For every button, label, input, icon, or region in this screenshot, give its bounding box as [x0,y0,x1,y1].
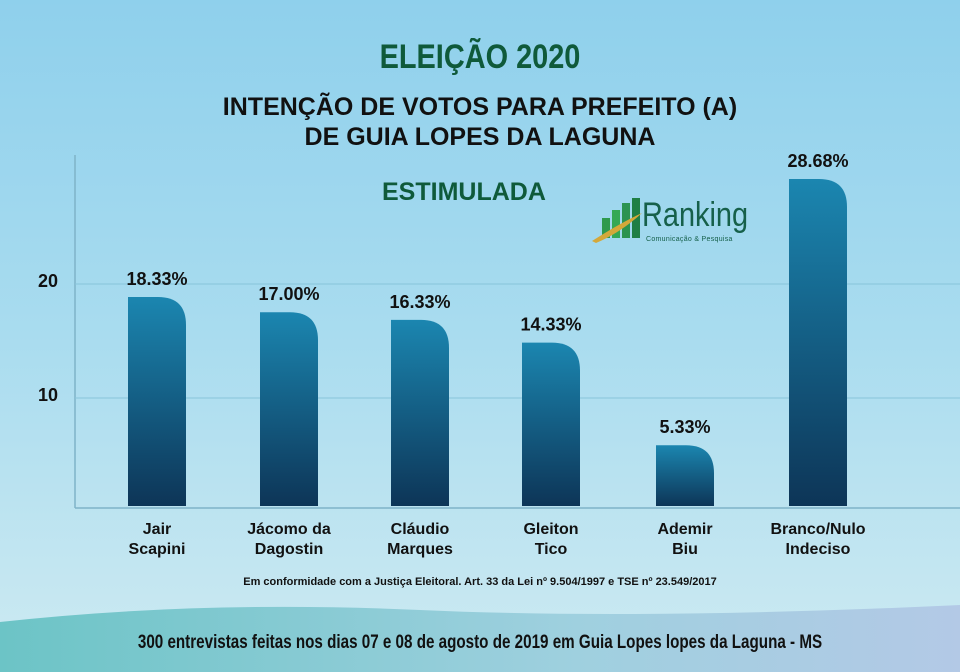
y-tick-label: 10 [38,385,58,405]
category-label: Indeciso [786,541,851,558]
footer-wave [0,605,960,672]
data-label: 16.33% [389,292,450,312]
category-label: Cláudio [391,521,450,538]
data-label: 18.33% [126,269,187,289]
logo-name: Ranking [642,196,749,234]
category-label: Jair [143,521,171,538]
bar [128,297,186,506]
poll-type-label: ESTIMULADA [382,178,546,206]
survey-footer: 300 entrevistas feitas nos dias 07 e 08 … [137,632,823,653]
category-label: Tico [535,541,568,558]
bar [656,445,714,506]
legal-note: Em conformidade com a Justiça Eleitoral.… [243,576,717,588]
category-label: Biu [672,541,698,558]
category-label: Branco/Nulo [770,521,865,538]
bar [260,312,318,506]
page-title: ELEIÇÃO 2020 [379,38,581,76]
ranking-logo-icon [592,198,642,243]
bar [789,179,847,506]
data-label: 17.00% [258,284,319,304]
subtitle-line-1: INTENÇÃO DE VOTOS PARA PREFEITO (A) [222,93,738,121]
data-label: 28.68% [787,151,848,171]
chart-subtitle: INTENÇÃO DE VOTOS PARA PREFEITO (A) DE G… [0,92,960,152]
category-label: Scapini [129,541,186,558]
bar [391,319,449,506]
bar [522,342,580,506]
y-tick-label: 20 [38,271,58,291]
category-label: Ademir [657,521,712,538]
data-label: 5.33% [659,417,710,437]
category-label: Gleiton [523,521,578,538]
category-label: Marques [387,541,453,558]
category-label: Dagostin [255,541,323,558]
subtitle-line-2: DE GUIA LOPES DA LAGUNA [304,123,656,151]
logo-tagline: Comunicação & Pesquisa [646,236,733,243]
category-label: Jácomo da [247,521,331,538]
data-label: 14.33% [520,315,581,335]
